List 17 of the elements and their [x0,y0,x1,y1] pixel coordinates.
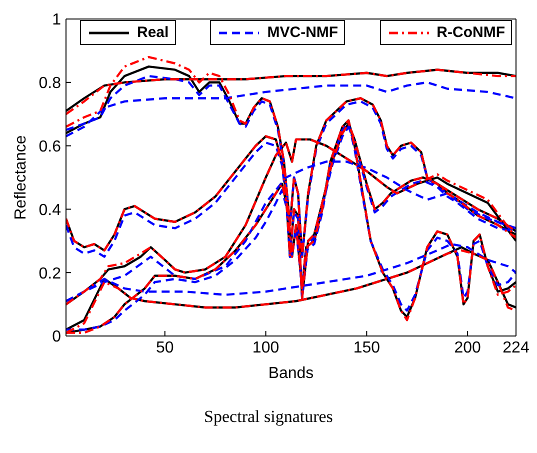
x-tick-label: 100 [252,339,280,356]
x-tick-label: 50 [156,339,174,356]
legend-label: R-CoNMF [436,24,505,41]
y-tick-label: 0.6 [38,138,62,156]
y-tick-label: 0.8 [38,75,62,92]
x-axis-title: Bands [268,365,314,382]
y-tick-label: 0.4 [38,202,62,219]
legend-label: MVC-NMF [267,24,338,41]
y-tick-label: 1 [52,12,62,29]
legend-label: Real [137,24,169,41]
x-tick-label: 200 [454,339,482,356]
y-tick-label: 0 [52,328,62,346]
y-tick-label: 0.2 [38,265,62,282]
text: Spectral signatures [203,407,334,427]
x-tick-label: 224 [502,339,530,356]
x-tick-label: 150 [353,339,380,356]
y-axis-title: Reflectance [12,135,30,220]
